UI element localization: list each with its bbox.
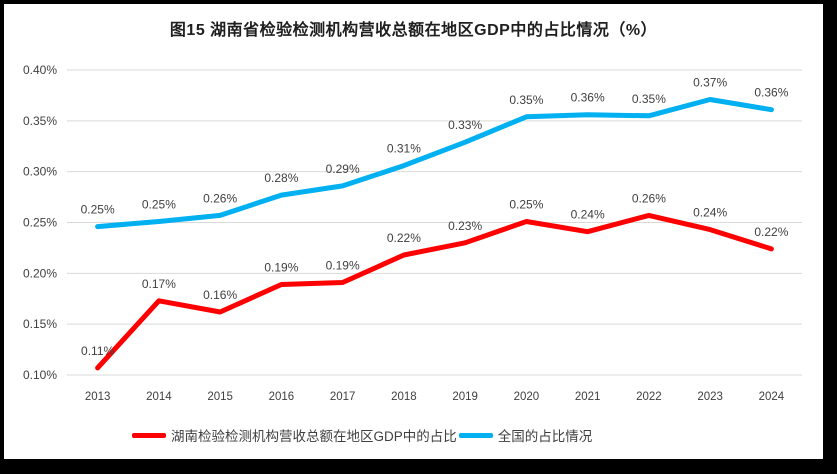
data-label-series0: 0.23%	[448, 219, 482, 233]
x-tick-label: 2024	[759, 391, 785, 403]
data-label-series1: 0.35%	[509, 93, 543, 107]
data-label-series1: 0.28%	[264, 171, 298, 185]
data-label-series1: 0.29%	[326, 162, 360, 176]
data-label-series1: 0.33%	[448, 118, 482, 132]
legend-label: 湖南检验检测机构营收总额在地区GDP中的占比	[171, 429, 457, 444]
y-tick-label: 0.10%	[23, 368, 57, 382]
x-tick-label: 2016	[269, 391, 295, 403]
data-label-series1: 0.37%	[693, 75, 727, 89]
y-tick-label: 0.20%	[23, 266, 57, 280]
data-label-series0: 0.22%	[754, 225, 788, 239]
x-tick-label: 2018	[391, 391, 417, 403]
x-tick-label: 2014	[146, 391, 172, 403]
x-tick-label: 2021	[575, 391, 601, 403]
data-label-series0: 0.19%	[264, 261, 298, 275]
data-label-series1: 0.26%	[203, 191, 237, 205]
y-tick-label: 0.25%	[23, 216, 57, 230]
series-line-1	[95, 97, 774, 230]
y-tick-label: 0.40%	[23, 63, 57, 77]
x-tick-label: 2023	[697, 391, 723, 403]
data-label-series0: 0.16%	[203, 288, 237, 302]
x-tick-label: 2019	[452, 391, 478, 403]
data-label-series0: 0.17%	[142, 277, 176, 291]
legend-swatch-icon	[132, 432, 166, 438]
legend-item-1: 全国的占比情况	[458, 425, 593, 445]
y-tick-label: 0.35%	[23, 114, 57, 128]
data-label-series1: 0.25%	[81, 203, 115, 217]
y-tick-label: 0.30%	[23, 165, 57, 179]
data-label-series0: 0.24%	[693, 206, 727, 220]
x-tick-label: 2022	[636, 391, 662, 403]
data-label-series1: 0.25%	[142, 197, 176, 211]
data-label-series0: 0.19%	[326, 258, 360, 272]
x-tick-label: 2020	[514, 391, 540, 403]
legend-swatch-icon	[458, 432, 493, 438]
data-label-series0: 0.25%	[509, 197, 543, 211]
data-label-series1: 0.36%	[754, 86, 788, 100]
data-label-series1: 0.35%	[632, 92, 666, 106]
series-line-0	[95, 212, 774, 371]
legend-label: 全国的占比情况	[497, 429, 593, 444]
data-label-series0: 0.11%	[81, 344, 114, 358]
chart-legend: 湖南检验检测机构营收总额在地区GDP中的占比 全国的占比情况	[132, 425, 594, 445]
data-label-series1: 0.36%	[571, 91, 605, 105]
data-label-series1: 0.31%	[387, 142, 421, 156]
line-chart-plot-area: 0.40% 0.35% 0.30% 0.25% 0.20% 0.15% 0.10% 2013 2…	[23, 63, 802, 403]
y-tick-label: 0.15%	[23, 317, 57, 331]
legend-item-0: 湖南检验检测机构营收总额在地区GDP中的占比	[132, 425, 457, 445]
chart-card: 图15 湖南省检验检测机构营收总额在地区GDP中的占比情况（%） 0.40% 0.…	[4, 4, 823, 459]
data-label-series0: 0.26%	[632, 191, 666, 205]
x-tick-label: 2013	[85, 391, 111, 403]
chart-title: 图15 湖南省检验检测机构营收总额在地区GDP中的占比情况（%）	[169, 22, 658, 39]
data-label-series0: 0.24%	[571, 208, 605, 222]
data-label-series0: 0.22%	[387, 231, 421, 245]
x-tick-label: 2015	[207, 391, 233, 403]
x-tick-label: 2017	[330, 391, 356, 403]
